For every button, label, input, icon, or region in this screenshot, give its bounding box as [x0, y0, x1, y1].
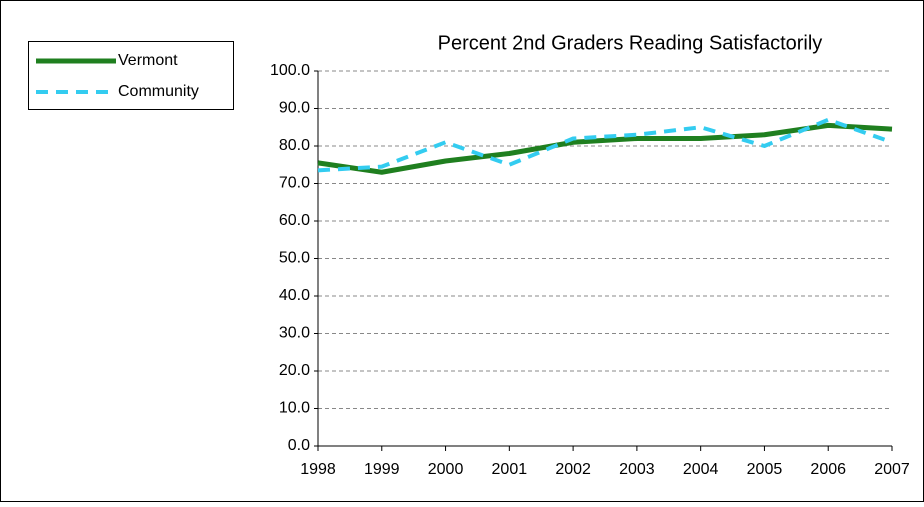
y-tick-label: 20.0 [279, 362, 310, 379]
x-tick-label: 2007 [874, 461, 910, 478]
y-tick-label: 90.0 [279, 100, 310, 117]
x-tick-label: 2002 [555, 461, 591, 478]
legend-label: Community [118, 83, 199, 100]
x-tick-label: 1999 [364, 461, 400, 478]
x-tick-label: 2001 [492, 461, 528, 478]
x-tick-label: 2000 [428, 461, 464, 478]
legend-box [28, 41, 234, 110]
legend-label: Vermont [118, 52, 178, 69]
y-tick-label: 10.0 [279, 400, 310, 417]
y-tick-label: 60.0 [279, 212, 310, 229]
y-tick-label: 80.0 [279, 137, 310, 154]
x-tick-label: 2005 [747, 461, 783, 478]
line-series [317, 117, 893, 173]
y-tick-label: 100.0 [270, 62, 310, 79]
chart-title: Percent 2nd Graders Reading Satisfactori… [438, 32, 823, 54]
line-series [317, 122, 893, 175]
x-tick-label: 1998 [300, 461, 336, 478]
x-tick-label: 2003 [619, 461, 655, 478]
x-tick-label: 2006 [810, 461, 846, 478]
y-tick-label: 50.0 [279, 250, 310, 267]
y-tick-label: 40.0 [279, 287, 310, 304]
x-tick-label: 2004 [683, 461, 719, 478]
y-tick-label: 70.0 [279, 175, 310, 192]
y-tick-label: 0.0 [288, 437, 310, 454]
y-tick-label: 30.0 [279, 325, 310, 342]
